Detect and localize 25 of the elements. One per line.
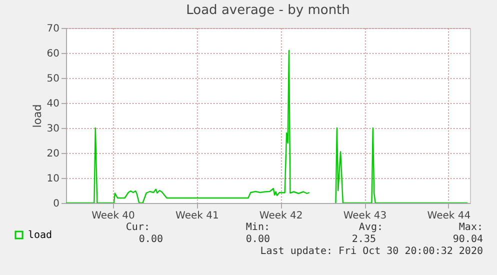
text: 0.00 <box>138 234 163 245</box>
text: 2.35 <box>352 234 376 245</box>
text: Last update: Fri Oct 30 20:00:32 2020 <box>260 246 483 257</box>
y-tick-label: 0 <box>53 198 60 210</box>
y-tick-label: 70 <box>46 24 60 34</box>
text: Cur: <box>126 222 150 233</box>
y-tick-label: 30 <box>46 124 60 134</box>
x-tick-label: Week 42 <box>259 210 303 222</box>
x-tick-label: Week 44 <box>427 210 471 222</box>
y-tick-label: 40 <box>46 98 60 110</box>
text: Min: <box>246 222 270 233</box>
y-tick-label: 20 <box>46 148 60 160</box>
y-tick-label: 60 <box>46 48 60 60</box>
x-tick-label: Week 43 <box>343 210 387 222</box>
text: 90.04 <box>452 234 483 245</box>
y-tick-label: 10 <box>46 174 60 184</box>
text: Max: <box>458 222 483 233</box>
text: Avg: <box>358 222 383 233</box>
y-tick-label: 50 <box>46 74 60 84</box>
chart-title: Load average - by month <box>186 3 350 18</box>
x-tick-label: Week 40 <box>92 210 135 222</box>
x-tick-label: Week 41 <box>176 210 219 222</box>
y-axis-title: load <box>30 104 44 128</box>
text: 0.00 <box>246 234 270 245</box>
legend-label: load <box>28 230 52 241</box>
